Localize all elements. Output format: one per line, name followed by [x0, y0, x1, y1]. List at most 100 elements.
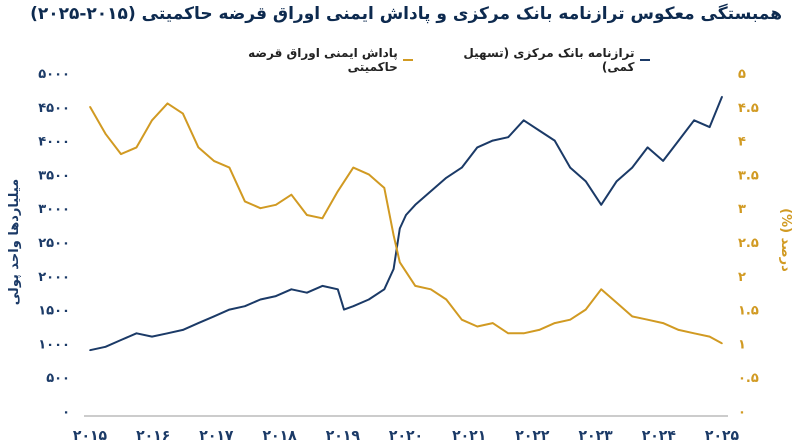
- data-point-balance-sheet: [104, 346, 107, 348]
- left-tick-label: ۳۰۰۰: [38, 202, 70, 217]
- data-point-safety-premium: [693, 332, 695, 335]
- data-point-safety-premium: [600, 288, 602, 291]
- data-point-safety-premium: [337, 190, 339, 193]
- data-point-safety-premium: [151, 119, 153, 122]
- x-tick-label: ۲۰۲۱: [452, 428, 486, 444]
- left-tick-label: ۵۰۰۰: [38, 67, 70, 82]
- data-point-balance-sheet: [89, 349, 91, 352]
- data-point-safety-premium: [538, 329, 540, 331]
- data-point-balance-sheet: [693, 119, 695, 122]
- data-point-balance-sheet: [507, 136, 510, 138]
- right-tick-label: ۲.۵: [738, 236, 759, 251]
- legend-label-safety-premium: پاداش ایمنی اوراق قرضه حاکمیتی: [248, 46, 398, 74]
- x-tick-label: ۲۰۲۴: [642, 428, 677, 444]
- data-point-balance-sheet: [182, 329, 184, 331]
- data-point-safety-premium: [392, 234, 395, 236]
- data-point-balance-sheet: [615, 180, 618, 182]
- legend-item-safety-premium: پاداش ایمنی اوراق قرضه حاکمیتی: [220, 46, 414, 74]
- legend-swatch-safety-premium: [402, 59, 414, 61]
- data-point-balance-sheet: [120, 339, 122, 341]
- data-point-safety-premium: [182, 112, 184, 115]
- series-line-safety-premium: [89, 102, 723, 345]
- data-point-safety-premium: [522, 332, 525, 335]
- data-point-balance-sheet: [662, 160, 664, 162]
- right-tick-label: ۱.۵: [738, 304, 759, 319]
- x-tick-label: ۲۰۲۰: [389, 428, 423, 444]
- data-point-safety-premium: [290, 193, 293, 196]
- data-point-safety-premium: [399, 261, 401, 264]
- data-point-balance-sheet: [306, 291, 308, 294]
- data-point-balance-sheet: [646, 146, 649, 149]
- data-point-safety-premium: [461, 318, 463, 321]
- data-point-safety-premium: [306, 214, 308, 216]
- right-tick-label: ۲: [738, 270, 746, 285]
- x-tick-label: ۲۰۱۷: [199, 428, 234, 444]
- data-point-safety-premium: [213, 160, 215, 162]
- chart-title: همبستگی معکوس ترازنامه بانک مرکزی و پادا…: [30, 4, 782, 24]
- left-tick-label: ۵۰۰: [46, 371, 70, 386]
- x-tick-label: ۲۰۲۲: [515, 428, 550, 444]
- data-point-balance-sheet: [476, 146, 479, 149]
- data-point-safety-premium: [507, 332, 510, 335]
- data-point-balance-sheet: [600, 204, 602, 206]
- x-tick-label: ۲۰۱۸: [263, 428, 298, 444]
- data-point-balance-sheet: [430, 190, 432, 193]
- data-point-safety-premium: [259, 207, 262, 209]
- data-point-balance-sheet: [213, 315, 215, 318]
- data-point-balance-sheet: [553, 139, 556, 142]
- right-tick-label: ۱: [738, 337, 746, 352]
- data-point-safety-premium: [104, 133, 107, 135]
- data-point-balance-sheet: [383, 288, 386, 291]
- x-tick-label: ۲۰۲۵: [705, 428, 740, 444]
- data-point-safety-premium: [646, 318, 649, 321]
- data-point-balance-sheet: [337, 288, 339, 291]
- data-point-safety-premium: [244, 200, 246, 203]
- data-point-balance-sheet: [677, 139, 680, 142]
- data-point-balance-sheet: [135, 332, 138, 335]
- left-axis-label: میلیاردها واحد پولی: [7, 179, 22, 305]
- right-axis-label: درصد (%): [778, 208, 793, 272]
- data-point-balance-sheet: [538, 129, 540, 132]
- data-point-balance-sheet: [584, 180, 587, 182]
- data-point-balance-sheet: [151, 335, 153, 338]
- data-point-safety-premium: [368, 173, 370, 176]
- right-tick-label: ۳.۵: [738, 168, 759, 183]
- data-point-balance-sheet: [166, 332, 169, 335]
- data-point-safety-premium: [584, 308, 587, 311]
- data-point-safety-premium: [321, 217, 324, 220]
- data-point-safety-premium: [569, 318, 571, 321]
- right-tick-label: ۵: [738, 67, 746, 82]
- data-point-safety-premium: [166, 102, 169, 105]
- left-tick-label: ۱۰۰۰: [38, 337, 70, 352]
- x-tick-label: ۲۰۱۶: [136, 428, 170, 444]
- data-point-balance-sheet: [275, 295, 277, 297]
- x-tick-label: ۲۰۱۵: [73, 428, 108, 444]
- data-point-balance-sheet: [522, 119, 525, 122]
- data-point-safety-premium: [275, 204, 277, 206]
- x-tick-label: ۲۰۱۹: [326, 428, 361, 444]
- data-point-safety-premium: [430, 288, 432, 291]
- data-point-safety-premium: [197, 146, 200, 149]
- data-point-safety-premium: [445, 298, 448, 301]
- right-tick-label: ۰.۵: [738, 371, 759, 386]
- data-point-balance-sheet: [352, 305, 355, 308]
- x-tick-label: ۲۰۲۳: [579, 428, 614, 444]
- data-point-balance-sheet: [721, 95, 723, 98]
- data-point-safety-premium: [135, 146, 138, 149]
- data-point-safety-premium: [476, 325, 479, 328]
- data-point-balance-sheet: [399, 227, 401, 230]
- data-point-balance-sheet: [631, 166, 633, 169]
- left-tick-label: ۴۰۰۰: [38, 135, 70, 150]
- data-point-safety-premium: [89, 106, 91, 108]
- left-tick-label: ۴۵۰۰: [38, 101, 70, 116]
- data-point-safety-premium: [228, 166, 231, 169]
- data-point-balance-sheet: [244, 305, 246, 308]
- data-point-balance-sheet: [491, 139, 494, 142]
- left-tick-label: ۱۵۰۰: [38, 304, 70, 319]
- data-point-balance-sheet: [461, 166, 463, 169]
- right-tick-label: ۴: [738, 135, 746, 150]
- data-point-safety-premium: [553, 322, 556, 324]
- data-point-balance-sheet: [708, 126, 711, 128]
- data-point-balance-sheet: [321, 285, 324, 287]
